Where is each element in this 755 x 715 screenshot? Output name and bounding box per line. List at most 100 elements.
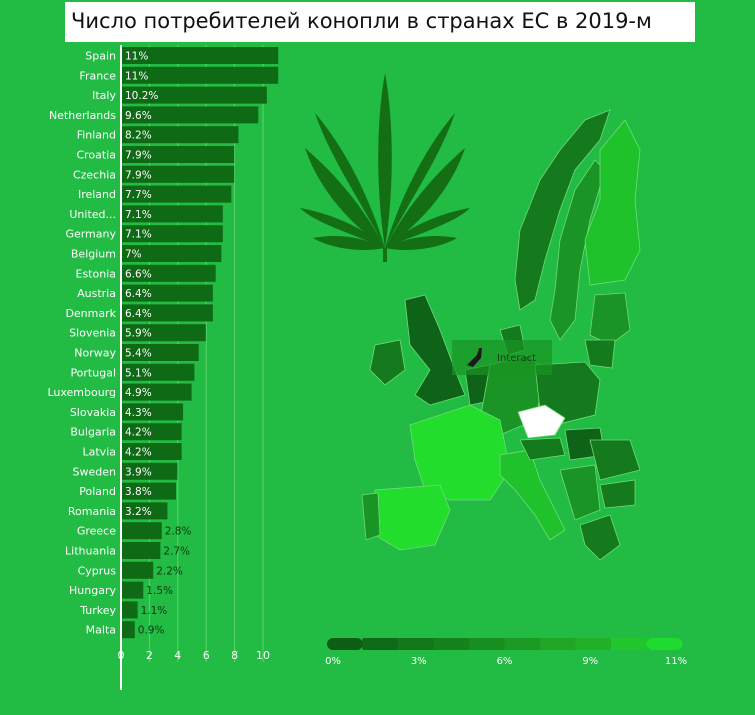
category-label: Norway — [74, 347, 116, 360]
category-label: United... — [69, 208, 116, 221]
legend-swatch — [327, 638, 363, 650]
bar[interactable] — [122, 502, 168, 520]
bar-layer: Spain 11% France 11% Italy 10.2% Netherlands 9.… — [47, 47, 279, 639]
value-label: 3.9% — [125, 466, 152, 478]
bar[interactable] — [122, 185, 232, 203]
category-label: Czechia — [73, 168, 116, 181]
cannabis-leaf-icon — [300, 73, 470, 262]
category-label: Spain — [85, 50, 116, 63]
legend-label: 0% — [325, 656, 341, 667]
bar[interactable] — [122, 443, 182, 460]
bar[interactable] — [122, 462, 178, 480]
value-label: 7.7% — [125, 189, 152, 201]
value-label: 2.7% — [163, 546, 190, 558]
map-region-portugal[interactable] — [361, 492, 381, 541]
value-label: 1.1% — [141, 605, 168, 617]
map-region-balkans[interactable] — [559, 464, 601, 521]
bar[interactable] — [122, 522, 162, 540]
map-region-romania[interactable] — [589, 439, 641, 481]
value-label: 5.9% — [125, 328, 152, 340]
category-label: Slovenia — [69, 327, 116, 340]
map-region-spain[interactable] — [374, 484, 451, 551]
bar[interactable] — [122, 561, 154, 579]
bar[interactable] — [122, 363, 195, 381]
bar[interactable] — [122, 542, 161, 559]
legend-swatch — [469, 638, 505, 650]
value-label: 6.6% — [125, 268, 152, 280]
bar[interactable] — [122, 403, 184, 421]
bar[interactable] — [122, 47, 279, 64]
bar[interactable] — [122, 324, 206, 342]
bar[interactable] — [122, 621, 135, 639]
map-region-greece[interactable] — [579, 514, 621, 561]
map-region-uk[interactable] — [404, 294, 466, 406]
value-label: 2.2% — [156, 565, 183, 577]
category-label: Greece — [77, 525, 116, 538]
value-label: 9.6% — [125, 110, 152, 122]
bar[interactable] — [122, 205, 223, 223]
value-label: 2.8% — [165, 526, 192, 538]
bar[interactable] — [122, 66, 279, 84]
map-region-lithuania[interactable] — [584, 339, 616, 369]
bar[interactable] — [122, 86, 267, 104]
map-region-france[interactable] — [409, 404, 511, 501]
color-legend: 0% 3% 6% 9% 11% — [325, 638, 687, 667]
value-label: 6.4% — [125, 308, 152, 320]
category-label: Finland — [77, 129, 116, 142]
map-region-ireland[interactable] — [369, 339, 406, 386]
interact-hotspot[interactable]: Interact — [452, 340, 552, 375]
map-region-austria[interactable] — [519, 437, 566, 461]
category-label: Denmark — [65, 307, 116, 320]
x-tick-label: 6 — [203, 649, 210, 662]
value-label: 4.2% — [125, 427, 152, 439]
x-tick-label: 4 — [174, 649, 181, 662]
value-label: 11% — [125, 51, 148, 63]
x-tick-label: 8 — [231, 649, 238, 662]
bar[interactable] — [122, 225, 223, 243]
legend-swatch — [646, 638, 683, 650]
value-label: 0.9% — [138, 625, 165, 637]
bar[interactable] — [122, 245, 222, 262]
value-label: 3.2% — [125, 506, 152, 518]
value-label: 6.4% — [125, 288, 152, 300]
bar[interactable] — [122, 601, 138, 619]
bar[interactable] — [122, 106, 259, 124]
bar[interactable] — [122, 146, 235, 163]
map-region-bulgaria[interactable] — [599, 479, 636, 509]
bar[interactable] — [122, 126, 239, 144]
category-label: Croatia — [76, 149, 116, 162]
map-region-italy[interactable] — [499, 449, 566, 541]
bar[interactable] — [122, 423, 182, 441]
category-label: Latvia — [83, 446, 117, 459]
chart-title: Число потребителей конопли в странах ЕС … — [71, 9, 652, 33]
bar[interactable] — [122, 383, 192, 401]
legend-swatch — [611, 638, 647, 650]
map-region-baltics[interactable] — [589, 292, 631, 346]
value-label: 7.9% — [125, 169, 152, 181]
bar[interactable] — [122, 165, 235, 183]
bar[interactable] — [122, 581, 144, 599]
map-region-finland[interactable] — [584, 119, 641, 286]
legend-swatch — [362, 638, 399, 650]
bar[interactable] — [122, 284, 213, 302]
legend-label: 6% — [497, 656, 513, 667]
category-label: Ireland — [78, 188, 116, 201]
europe-map[interactable] — [361, 109, 641, 561]
legend-label: 11% — [665, 656, 687, 667]
value-label: 5.4% — [125, 348, 152, 360]
category-label: Portugal — [70, 366, 116, 379]
bar[interactable] — [122, 482, 176, 500]
map-region-czechia[interactable] — [517, 404, 566, 439]
category-label: Poland — [79, 485, 116, 498]
bar[interactable] — [122, 264, 216, 282]
category-label: Belgium — [71, 248, 116, 261]
value-label: 1.5% — [146, 585, 173, 597]
map-region-norway[interactable] — [514, 109, 611, 311]
value-label: 7.9% — [125, 150, 152, 162]
map-region-sweden[interactable] — [549, 159, 606, 341]
category-label: Lithuania — [65, 545, 116, 558]
bar[interactable] — [122, 344, 199, 361]
bar[interactable] — [122, 304, 213, 322]
category-label: Cyprus — [78, 564, 117, 577]
value-label: 7.1% — [125, 209, 152, 221]
